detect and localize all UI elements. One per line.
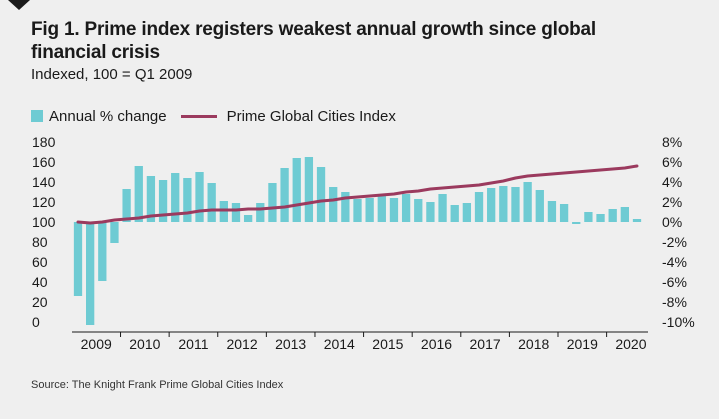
bar-annual-change [110,222,119,243]
bar-annual-change [377,194,386,222]
bar-annual-change [243,215,253,222]
left-axis-tick-label: 180 [32,134,56,150]
bar-annual-change [632,219,642,222]
x-axis-tick-label: 2017 [470,336,501,352]
legend-item-line: Prime Global Cities Index [180,107,396,125]
x-axis-tick-label: 2020 [615,336,646,352]
x-axis-tick-label: 2018 [518,336,549,352]
chart-title: Fig 1. Prime index registers weakest ann… [31,19,596,63]
left-axis-tick-label: 100 [32,214,56,230]
bar-annual-change [146,176,156,222]
bar-annual-change [511,187,520,222]
bar-annual-change [535,190,544,222]
bar-annual-change [462,203,472,222]
bar-annual-change [620,207,629,222]
left-axis-tick-label: 60 [32,254,48,270]
bar-annual-change [231,203,241,222]
legend-swatch-line [180,114,217,118]
bar-annual-change [584,212,593,222]
bar-annual-change [499,186,508,222]
left-axis-tick-label: 80 [32,234,48,250]
chart-legend: Annual % change Prime Global Cities Inde… [31,106,410,126]
bar-annual-change [268,183,277,222]
bar-annual-change [365,198,374,222]
bar-annual-change [438,194,447,222]
bar-annual-change [401,194,411,222]
bar-annual-change [487,188,496,222]
left-axis-tick-label: 120 [32,194,56,210]
right-axis-tick-label: 8% [662,134,682,150]
x-axis-tick-label: 2009 [81,336,112,352]
legend-label-line: Prime Global Cities Index [226,107,396,125]
bar-annual-change [98,222,107,281]
right-axis-tick-label: -6% [662,274,687,290]
bar-annual-change [134,166,143,222]
bar-annual-change [171,173,180,222]
x-axis-tick-label: 2012 [226,336,257,352]
bar-annual-change [256,203,265,222]
bar-annual-change [292,158,301,222]
bar-annual-change [414,199,423,222]
legend-label-bars: Annual % change [49,107,167,125]
bar-annual-change [158,180,168,222]
bar-annual-change [304,157,314,222]
legend-swatch-bars [31,110,43,122]
right-axis-tick-label: -10% [662,314,695,330]
corner-marker [8,0,30,10]
left-axis-tick-label: 160 [32,154,56,170]
bar-annual-change [122,189,131,222]
chart-subtitle: Indexed, 100 = Q1 2009 [31,66,193,83]
x-axis-tick-label: 2010 [129,336,160,352]
bar-annual-change [353,199,362,222]
bar-annual-change [207,183,216,222]
bar-annual-change [389,198,399,222]
x-axis-tick-label: 2011 [178,336,208,352]
bar-annual-change [73,222,83,296]
bar-annual-change [559,204,569,222]
left-axis-tick-label: 140 [32,174,56,190]
bar-annual-change [86,222,95,325]
x-axis-tick-label: 2016 [421,336,452,352]
bar-annual-change [316,167,326,222]
bar-annual-change [450,205,459,222]
bar-annual-change [280,168,289,222]
x-axis-tick-label: 2019 [567,336,598,352]
right-axis-tick-label: -8% [662,294,687,310]
right-axis-tick-label: -2% [662,234,687,250]
bar-annual-change [329,187,338,222]
right-axis-tick-label: 0% [662,214,682,230]
chart-source: Source: The Knight Frank Prime Global Ci… [31,379,284,391]
right-axis-tick-label: 4% [662,174,682,190]
bar-annual-change [596,214,605,222]
bar-annual-change [426,202,435,222]
bar-annual-change [608,209,617,222]
right-axis-tick-label: 6% [662,154,682,170]
bar-annual-change [523,182,532,222]
left-axis-tick-label: 0 [32,314,40,330]
bar-annual-change [195,172,204,222]
left-axis-tick-label: 40 [32,274,48,290]
right-axis-tick-label: 2% [662,194,682,210]
bar-annual-change [341,192,350,222]
legend-item-bars: Annual % change [31,108,167,125]
left-axis-tick-label: 20 [32,294,48,310]
x-axis-tick-label: 2014 [324,336,355,352]
right-axis-tick-label: -4% [662,254,687,270]
x-axis-tick-label: 2013 [275,336,306,352]
line-prime-global-cities-index [76,164,639,225]
bar-annual-change [547,201,557,222]
x-axis-tick-label: 2015 [372,336,403,352]
bar-annual-change [183,178,192,222]
bar-annual-change [572,222,581,224]
bar-annual-change [474,192,484,222]
